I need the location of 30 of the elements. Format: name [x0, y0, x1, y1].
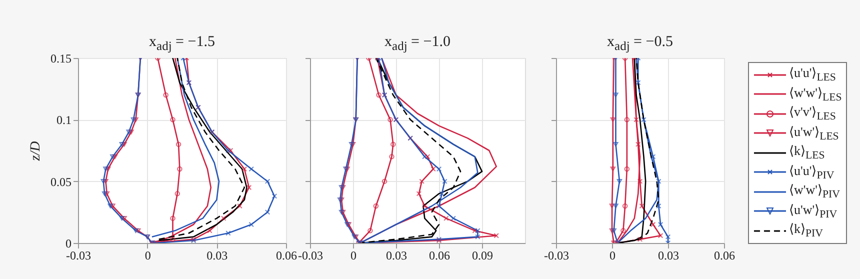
chart-title: x$_{adj}$ = −1.5: [148, 34, 216, 54]
chart-title: x$_{adj}$ = −0.5: [606, 34, 674, 54]
x-tick-label: 0.09: [472, 248, 493, 262]
x-tick-label: -0.03: [298, 248, 323, 262]
x-tick-label: -0.03: [66, 248, 91, 262]
x-tick-label: 0.03: [386, 248, 407, 262]
legend-label: ⟨k⟩$_{PIV}$: [789, 221, 823, 240]
y-tick-label: 0.05: [50, 174, 72, 189]
x-tick-label: 0: [144, 248, 151, 262]
x-tick-label: 0.06: [429, 248, 450, 262]
x-tick-label: 0.03: [658, 248, 679, 262]
y-tick-label: 0.15: [50, 52, 72, 66]
y-tick-label: 0.1: [56, 113, 72, 128]
x-tick-label: 0: [350, 248, 356, 262]
legend-label: ⟨u'u'⟩$_{PIV}$: [789, 162, 834, 182]
chart-title: x$_{adj}$ = −1.0: [384, 34, 452, 54]
x-tick-label: 0.06: [276, 248, 297, 262]
x-tick-label: 0: [610, 248, 616, 262]
y-axis-title: z/D: [28, 141, 44, 162]
legend-label: ⟨w'w'⟩$_{PIV}$: [789, 182, 840, 202]
x-tick-label: -0.03: [544, 248, 569, 262]
legend-label: ⟨v'v'⟩$_{LES}$: [789, 104, 836, 124]
legend-label: ⟨u'w'⟩$_{LES}$: [789, 124, 839, 143]
legend-label: ⟨k⟩$_{LES}$: [789, 143, 825, 162]
legend-label: ⟨u'u'⟩$_{LES}$: [789, 65, 836, 84]
x-tick-label: 0.03: [206, 248, 228, 262]
x-tick-label: 0.06: [714, 248, 735, 262]
legend-label: ⟨u'w'⟩$_{PIV}$: [789, 202, 838, 221]
legend-label: ⟨w'w'⟩$_{LES}$: [789, 84, 842, 104]
y-tick-label: 0: [66, 236, 72, 250]
